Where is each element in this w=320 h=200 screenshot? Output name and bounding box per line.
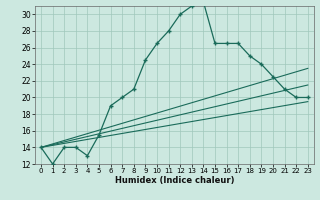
X-axis label: Humidex (Indice chaleur): Humidex (Indice chaleur) — [115, 176, 234, 185]
